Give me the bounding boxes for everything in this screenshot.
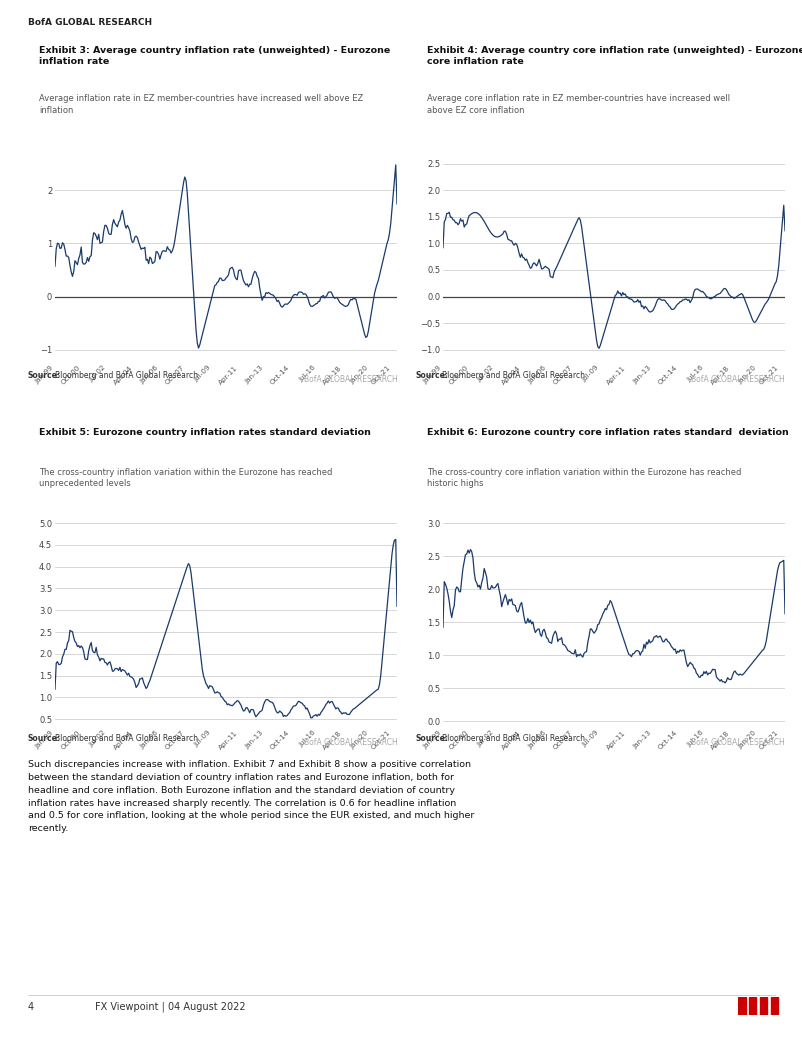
Polygon shape: [759, 997, 768, 1015]
Text: Source:: Source:: [28, 734, 61, 744]
Text: 4: 4: [28, 1002, 34, 1012]
Text: Such discrepancies increase with inflation. Exhibit 7 and Exhibit 8 show a posit: Such discrepancies increase with inflati…: [28, 760, 474, 834]
Text: FX Viewpoint | 04 August 2022: FX Viewpoint | 04 August 2022: [95, 1002, 246, 1012]
Text: Source:: Source:: [415, 734, 448, 744]
Text: Average core inflation rate in EZ member-countries have increased well
above EZ : Average core inflation rate in EZ member…: [427, 94, 731, 114]
Text: Bloomberg and BofA Global Research: Bloomberg and BofA Global Research: [55, 734, 197, 744]
Text: BofA GLOBAL RESEARCH: BofA GLOBAL RESEARCH: [304, 375, 398, 384]
Text: Exhibit 3: Average country inflation rate (unweighted) - Eurozone
inflation rate: Exhibit 3: Average country inflation rat…: [39, 46, 391, 66]
Text: BofA GLOBAL RESEARCH: BofA GLOBAL RESEARCH: [28, 18, 152, 27]
Text: Source:: Source:: [415, 371, 448, 381]
Polygon shape: [749, 997, 756, 1015]
Text: Source:: Source:: [28, 371, 61, 381]
Text: BofA GLOBAL RESEARCH: BofA GLOBAL RESEARCH: [691, 375, 785, 384]
Text: Exhibit 4: Average country core inflation rate (unweighted) - Eurozone
core infl: Exhibit 4: Average country core inflatio…: [427, 46, 802, 66]
Text: BofA GLOBAL RESEARCH: BofA GLOBAL RESEARCH: [691, 738, 785, 747]
Text: The cross-country core inflation variation within the Eurozone has reached
histo: The cross-country core inflation variati…: [427, 468, 742, 487]
Text: BofA GLOBAL RESEARCH: BofA GLOBAL RESEARCH: [304, 738, 398, 747]
Text: The cross-country inflation variation within the Eurozone has reached
unpreceden: The cross-country inflation variation wi…: [39, 468, 333, 487]
Text: Bloomberg and BofA Global Research: Bloomberg and BofA Global Research: [442, 371, 585, 381]
Polygon shape: [771, 997, 778, 1015]
Text: Bloomberg and BofA Global Research: Bloomberg and BofA Global Research: [442, 734, 585, 744]
Text: Average inflation rate in EZ member-countries have increased well above EZ
infla: Average inflation rate in EZ member-coun…: [39, 94, 363, 114]
Text: Exhibit 5: Eurozone country inflation rates standard deviation: Exhibit 5: Eurozone country inflation ra…: [39, 428, 371, 437]
Text: Exhibit 6: Eurozone country core inflation rates standard  deviation: Exhibit 6: Eurozone country core inflati…: [427, 428, 789, 437]
Text: Bloomberg and BofA Global Research: Bloomberg and BofA Global Research: [55, 371, 197, 381]
Polygon shape: [738, 997, 746, 1015]
